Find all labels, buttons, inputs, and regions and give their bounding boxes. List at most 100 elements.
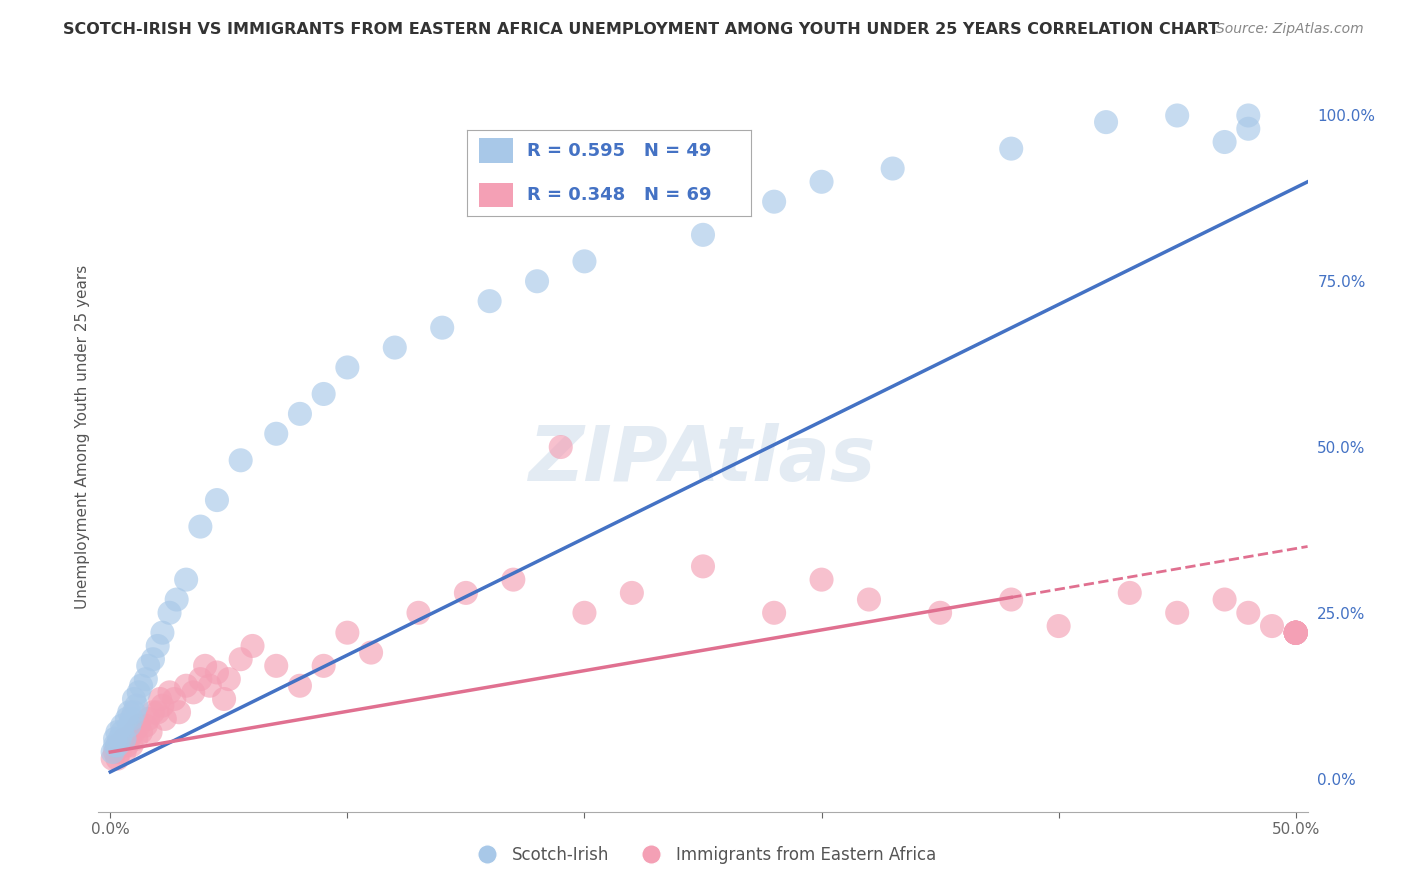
Point: [550, 440, 572, 454]
Point: [121, 739, 143, 753]
Point: [1285, 625, 1308, 640]
Point: [104, 739, 127, 753]
Text: SCOTCH-IRISH VS IMMIGRANTS FROM EASTERN AFRICA UNEMPLOYMENT AMONG YOUTH UNDER 25: SCOTCH-IRISH VS IMMIGRANTS FROM EASTERN …: [63, 22, 1219, 37]
Point: [121, 712, 143, 726]
Point: [526, 274, 548, 288]
Point: [135, 718, 157, 732]
Point: [312, 658, 335, 673]
Point: [152, 625, 174, 640]
Point: [146, 639, 169, 653]
Point: [264, 658, 287, 673]
Point: [1000, 592, 1022, 607]
Point: [146, 705, 169, 719]
Point: [218, 672, 240, 686]
Point: [105, 739, 128, 753]
Point: [1095, 115, 1118, 129]
Point: [574, 254, 596, 268]
Point: [408, 606, 430, 620]
Point: [1285, 625, 1308, 640]
Point: [159, 606, 181, 620]
Point: [574, 606, 596, 620]
Point: [194, 658, 217, 673]
Point: [336, 360, 359, 375]
Point: [190, 672, 212, 686]
Point: [1237, 606, 1260, 620]
Text: Source: ZipAtlas.com: Source: ZipAtlas.com: [1216, 22, 1364, 37]
Point: [312, 387, 335, 401]
Point: [105, 752, 128, 766]
Point: [108, 745, 131, 759]
Point: [136, 658, 159, 673]
Point: [174, 679, 197, 693]
Point: [153, 712, 176, 726]
Point: [810, 573, 832, 587]
Point: [129, 725, 152, 739]
Point: [122, 705, 145, 719]
Point: [336, 625, 359, 640]
Point: [432, 320, 454, 334]
Point: [229, 453, 252, 467]
Point: [101, 745, 124, 759]
Point: [129, 679, 152, 693]
Point: [242, 639, 264, 653]
Text: ZIPAtlas: ZIPAtlas: [529, 423, 877, 497]
Point: [111, 739, 134, 753]
Point: [454, 586, 477, 600]
Point: [1119, 586, 1142, 600]
Point: [104, 745, 127, 759]
Point: [205, 665, 228, 680]
Point: [122, 692, 145, 706]
Point: [205, 493, 228, 508]
Point: [108, 731, 131, 746]
Point: [115, 712, 138, 726]
Point: [166, 592, 188, 607]
Point: [159, 685, 181, 699]
Point: [1285, 625, 1308, 640]
Point: [360, 646, 382, 660]
Point: [288, 679, 311, 693]
Point: [858, 592, 880, 607]
Point: [1000, 142, 1022, 156]
Point: [763, 194, 786, 209]
Point: [139, 725, 162, 739]
Point: [502, 573, 524, 587]
Point: [111, 718, 134, 732]
Point: [114, 745, 136, 759]
Point: [1285, 625, 1308, 640]
Point: [167, 705, 190, 719]
Point: [118, 705, 141, 719]
Point: [118, 731, 141, 746]
Point: [1285, 625, 1308, 640]
Point: [1166, 108, 1188, 122]
Point: [620, 188, 643, 202]
Y-axis label: Unemployment Among Youth under 25 years: Unemployment Among Youth under 25 years: [75, 265, 90, 609]
Point: [1261, 619, 1284, 633]
Point: [1285, 625, 1308, 640]
Point: [149, 692, 172, 706]
Point: [142, 705, 165, 719]
Point: [163, 692, 186, 706]
Point: [118, 718, 141, 732]
Point: [810, 175, 832, 189]
Point: [882, 161, 904, 176]
Point: [1285, 625, 1308, 640]
Point: [620, 586, 643, 600]
Point: [114, 731, 136, 746]
Point: [105, 739, 128, 753]
Point: [128, 718, 150, 732]
Point: [128, 685, 150, 699]
Point: [152, 698, 174, 713]
Point: [122, 725, 145, 739]
Point: [101, 752, 124, 766]
Point: [692, 559, 714, 574]
Point: [125, 698, 148, 713]
Point: [763, 606, 786, 620]
Point: [105, 725, 128, 739]
Point: [1285, 625, 1308, 640]
Point: [198, 679, 221, 693]
Point: [1285, 625, 1308, 640]
Point: [478, 294, 501, 309]
Point: [142, 652, 165, 666]
Point: [1237, 108, 1260, 122]
Point: [115, 739, 138, 753]
